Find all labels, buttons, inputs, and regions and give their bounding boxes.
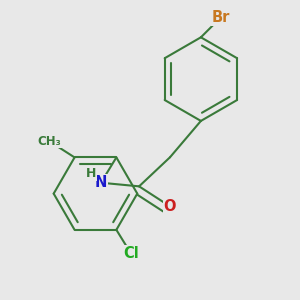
Text: Br: Br	[212, 10, 230, 25]
Text: H: H	[85, 167, 96, 180]
Text: Cl: Cl	[123, 246, 139, 261]
Text: CH₃: CH₃	[37, 135, 61, 148]
Text: N: N	[95, 175, 107, 190]
Text: O: O	[164, 199, 176, 214]
